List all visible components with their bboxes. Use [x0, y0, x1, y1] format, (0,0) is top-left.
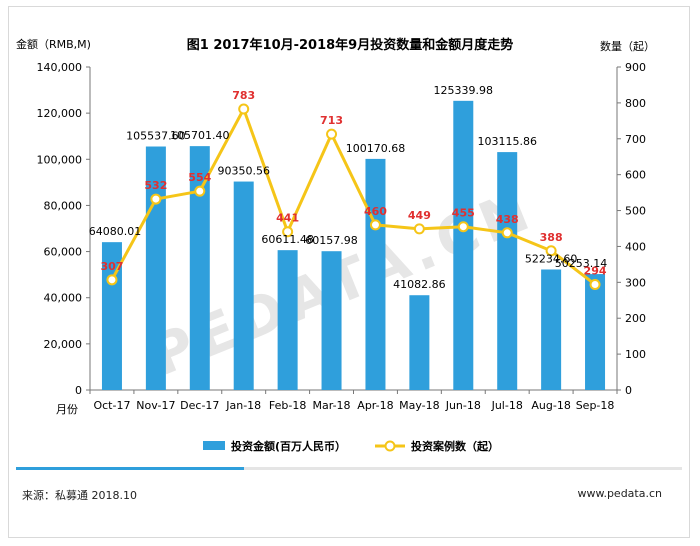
- count-label: 441: [276, 212, 299, 225]
- bar: [541, 269, 562, 390]
- count-point: [457, 221, 469, 233]
- x-tick-label: Jul-18: [491, 399, 523, 412]
- x-tick-label: Jun-18: [445, 399, 481, 412]
- website-link[interactable]: www.pedata.cn: [577, 487, 662, 500]
- amount-label: 41082.86: [393, 278, 446, 291]
- left-tick-label: 60,000: [44, 246, 83, 259]
- left-tick-label: 100,000: [37, 153, 83, 166]
- right-tick-label: 100: [625, 348, 646, 361]
- count-point: [106, 274, 118, 286]
- count-label: 455: [452, 207, 475, 220]
- amount-label: 90350.56: [217, 165, 270, 178]
- amount-label: 52234.60: [525, 252, 578, 265]
- right-tick-label: 900: [625, 61, 646, 74]
- x-tick-label: Aug-18: [531, 399, 570, 412]
- left-tick-label: 80,000: [44, 199, 83, 212]
- count-label: 294: [584, 264, 607, 277]
- count-label: 713: [320, 114, 343, 127]
- footer-divider-accent: [16, 467, 244, 470]
- right-tick-label: 400: [625, 240, 646, 253]
- left-tick-label: 20,000: [44, 338, 83, 351]
- count-label: 783: [232, 89, 255, 102]
- bar: [277, 250, 298, 390]
- bar: [497, 152, 518, 390]
- right-tick-label: 200: [625, 312, 646, 325]
- count-line: [110, 107, 596, 286]
- bar: [453, 100, 474, 391]
- left-tick-label: 120,000: [37, 107, 83, 120]
- count-label: 449: [408, 209, 431, 222]
- amount-label: 60611.48: [261, 233, 314, 246]
- count-point: [238, 103, 250, 115]
- legend-bar-swatch: [203, 441, 225, 450]
- amount-label: 50253.14: [555, 257, 608, 270]
- count-label: 307: [100, 260, 123, 273]
- count-label: 460: [364, 205, 387, 218]
- amount-label: 125339.98: [434, 84, 494, 97]
- chart-title: 图1 2017年10月-2018年9月投资数量和金额月度走势: [186, 38, 514, 53]
- right-tick-label: 0: [625, 384, 632, 397]
- count-point: [589, 278, 601, 290]
- right-tick-label: 700: [625, 133, 646, 146]
- count-label: 388: [540, 231, 563, 244]
- count-label: 532: [144, 179, 167, 192]
- count-point: [413, 223, 425, 235]
- count-label: 438: [496, 213, 519, 226]
- left-axis-title: 金额（RMB,M): [16, 38, 91, 51]
- right-axis-title: 数量（起）: [600, 40, 655, 53]
- bar: [321, 251, 342, 390]
- right-tick-label: 600: [625, 169, 646, 182]
- count-label: 554: [188, 171, 211, 184]
- bar: [365, 158, 386, 390]
- x-tick-label: Mar-18: [313, 399, 351, 412]
- x-tick-label: Sep-18: [576, 399, 615, 412]
- amount-label: 105537.60: [126, 130, 186, 143]
- bar: [585, 274, 606, 390]
- x-tick-label: May-18: [399, 399, 440, 412]
- count-point: [150, 193, 162, 205]
- amount-label: 105701.40: [170, 129, 230, 142]
- amount-label: 100170.68: [346, 142, 406, 155]
- x-tick-label: Jan-18: [225, 399, 261, 412]
- x-tick-label: Nov-17: [136, 399, 175, 412]
- right-tick-label: 500: [625, 205, 646, 218]
- bar: [189, 146, 210, 390]
- count-point: [545, 245, 557, 257]
- footer-divider: [16, 467, 682, 470]
- x-tick-label: Feb-18: [269, 399, 306, 412]
- left-tick-label: 0: [75, 384, 82, 397]
- left-tick-label: 40,000: [44, 292, 83, 305]
- count-point: [282, 226, 294, 238]
- left-tick-label: 140,000: [37, 61, 83, 74]
- bar: [233, 181, 254, 390]
- right-tick-label: 800: [625, 97, 646, 110]
- amount-label: 64080.01: [89, 225, 142, 238]
- legend-bar-label: 投资金额(百万人民币）: [231, 439, 346, 453]
- legend-line-marker: [384, 440, 396, 452]
- right-tick-label: 300: [625, 276, 646, 289]
- bar: [409, 295, 430, 390]
- legend-line-label: 投资案例数（起）: [411, 439, 499, 453]
- x-tick-label: Oct-17: [93, 399, 130, 412]
- amount-label: 103115.86: [477, 135, 537, 148]
- source-note: 来源：私募通 2018.10: [22, 489, 137, 502]
- count-point: [501, 227, 513, 239]
- amount-label: 60157.98: [305, 234, 358, 247]
- count-point: [326, 128, 338, 140]
- count-point: [369, 219, 381, 231]
- count-point: [194, 185, 206, 197]
- x-axis-title: 月份: [56, 403, 78, 416]
- chart-frame: [8, 6, 690, 538]
- x-tick-label: Dec-17: [180, 399, 219, 412]
- x-tick-label: Apr-18: [357, 399, 393, 412]
